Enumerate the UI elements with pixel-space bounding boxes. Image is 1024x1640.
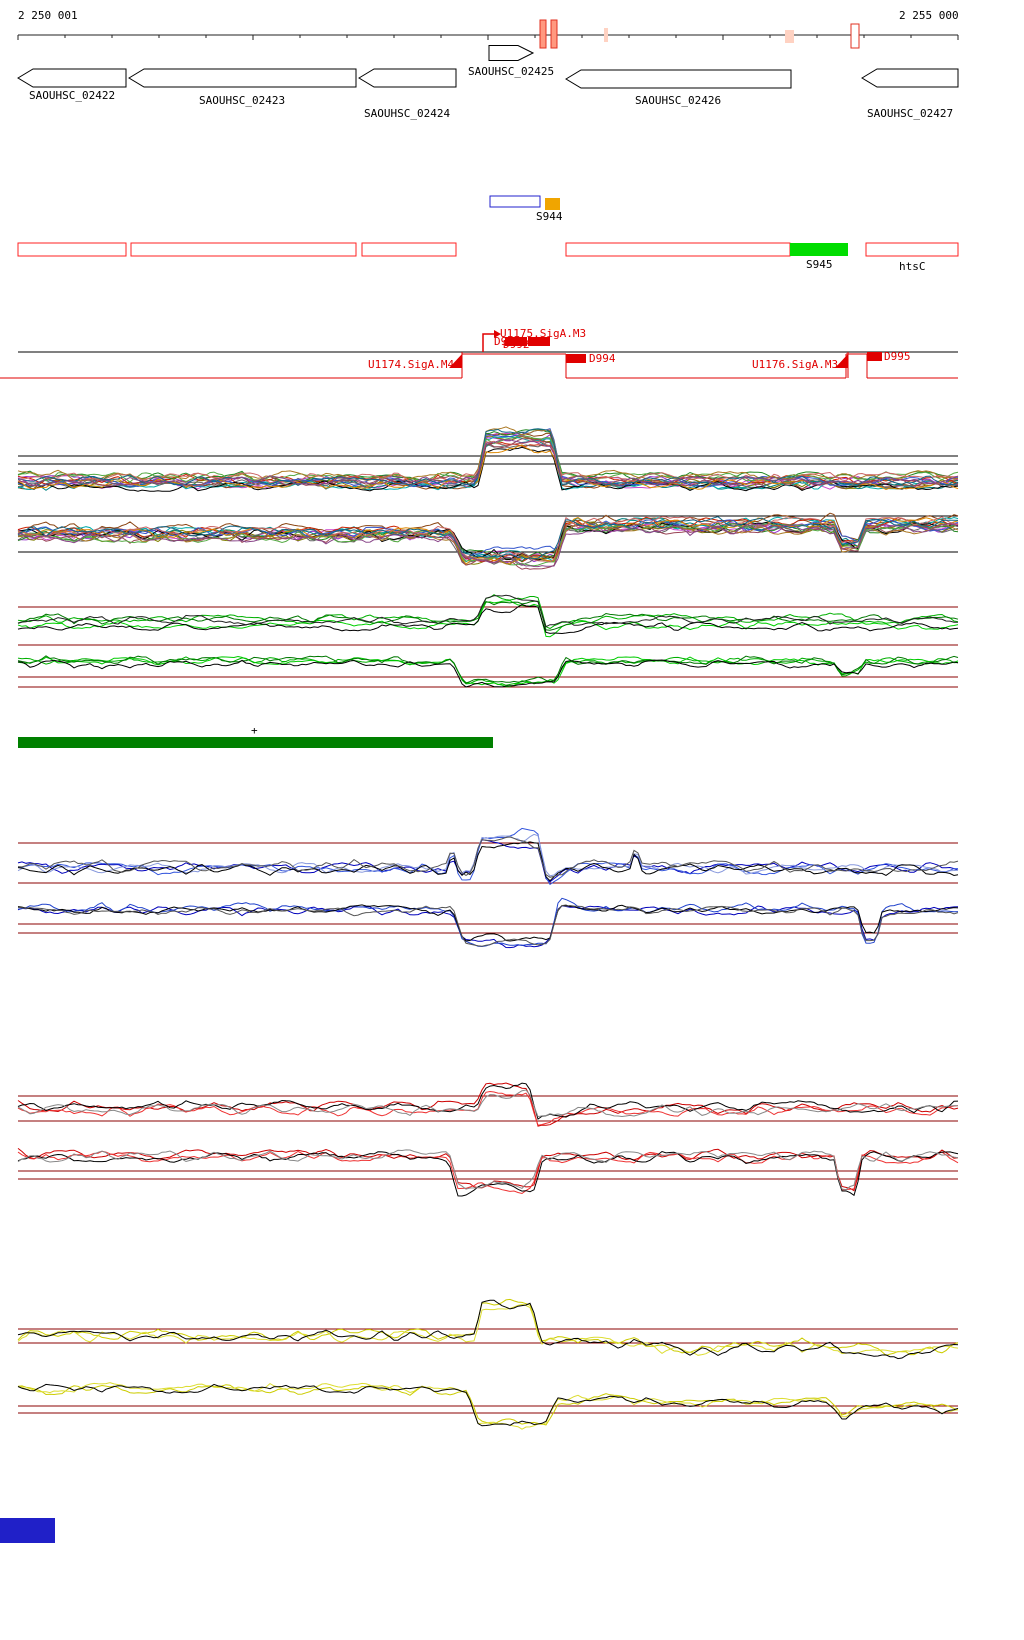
gene-arrow[interactable] <box>861 68 959 88</box>
wiggle-line <box>17 1149 959 1191</box>
ruler-mark[interactable] <box>604 28 608 42</box>
feature-label: D993 <box>494 335 521 348</box>
annotation-box-orange[interactable] <box>545 198 560 210</box>
annotation-label-s945: S945 <box>806 258 833 271</box>
feature-label: U1176.SigA.M3 <box>752 358 839 371</box>
wiggle-line <box>17 1090 959 1126</box>
terminator-box[interactable] <box>528 337 550 346</box>
red-outline-box[interactable] <box>17 242 127 257</box>
tss-marker-reverse[interactable] <box>449 354 462 368</box>
gene-label: SAOUHSC_02424 <box>364 107 451 120</box>
wiggle-line <box>17 428 959 482</box>
wiggle-line <box>17 1303 959 1356</box>
wiggle-line <box>17 516 959 560</box>
wiggle-line <box>17 600 959 631</box>
wiggle-line <box>17 1150 959 1195</box>
wiggle-line <box>17 1082 959 1127</box>
ruler-mark[interactable] <box>539 19 547 49</box>
ruler-mark[interactable] <box>850 23 860 49</box>
gene-arrow[interactable] <box>488 45 535 61</box>
gene-label: SAOUHSC_02426 <box>635 94 722 107</box>
wiggle-line <box>17 440 959 484</box>
wiggle-line <box>17 517 959 562</box>
feature-label: U1174.SigA.M4 <box>368 358 455 371</box>
wiggle-line <box>17 446 959 492</box>
ruler-mark[interactable] <box>785 30 794 43</box>
feature-label: U1175.SigA.M3 <box>500 327 587 340</box>
tss-marker-arrowhead[interactable] <box>494 330 501 338</box>
red-outline-box[interactable] <box>361 242 457 257</box>
wiggle-line <box>17 904 959 942</box>
bottom-blue-box <box>0 1518 55 1543</box>
wiggle-line <box>17 655 959 684</box>
plus-label: + <box>251 724 258 737</box>
gene-label: SAOUHSC_02427 <box>867 107 954 120</box>
gene-label: SAOUHSC_02423 <box>199 94 286 107</box>
feature-label: D992 <box>503 338 530 351</box>
terminator-box[interactable] <box>566 354 586 363</box>
wiggle-line <box>17 1298 959 1356</box>
ruler-start-label: 2 250 001 <box>18 9 78 22</box>
annotation-label-s944: S944 <box>536 210 563 223</box>
wiggle-line <box>17 428 959 486</box>
wiggle-line <box>17 444 959 490</box>
green-box-s945[interactable] <box>790 243 848 256</box>
wiggle-line <box>17 523 959 568</box>
gene-label: SAOUHSC_02425 <box>468 65 555 78</box>
red-outline-box[interactable] <box>130 242 357 257</box>
annotation-box-blue[interactable] <box>489 195 541 208</box>
gene-arrow[interactable] <box>565 69 792 89</box>
wiggle-line <box>17 1299 959 1360</box>
ruler-mark[interactable] <box>550 19 558 49</box>
wiggle-line <box>17 833 959 877</box>
wiggle-line <box>17 659 959 688</box>
gene-arrow[interactable] <box>17 68 127 88</box>
gene-arrow[interactable] <box>358 68 457 88</box>
wiggle-line <box>17 904 959 947</box>
wiggle-line <box>17 836 959 878</box>
wiggle-line <box>17 1082 959 1120</box>
wiggle-line <box>17 841 959 882</box>
annotation-label-htsc: htsC <box>899 260 926 273</box>
terminator-box[interactable] <box>505 337 527 346</box>
wiggle-line <box>17 1089 959 1118</box>
wiggle-line <box>17 655 959 688</box>
terminator-box[interactable] <box>867 352 882 361</box>
green-bar[interactable] <box>18 737 493 748</box>
wiggle-line <box>17 604 959 635</box>
feature-label: D994 <box>589 352 616 365</box>
tss-marker-reverse[interactable] <box>835 354 848 368</box>
gene-arrow[interactable] <box>128 68 357 88</box>
wiggle-line <box>17 594 958 628</box>
gene-label: SAOUHSC_02422 <box>29 89 116 102</box>
tss-marker-forward[interactable] <box>482 333 494 352</box>
ruler-end-label: 2 255 000 <box>899 9 959 22</box>
feature-label: D995 <box>884 350 911 363</box>
red-outline-box[interactable] <box>865 242 959 257</box>
wiggle-line <box>17 439 959 487</box>
wiggle-line <box>17 1383 959 1427</box>
